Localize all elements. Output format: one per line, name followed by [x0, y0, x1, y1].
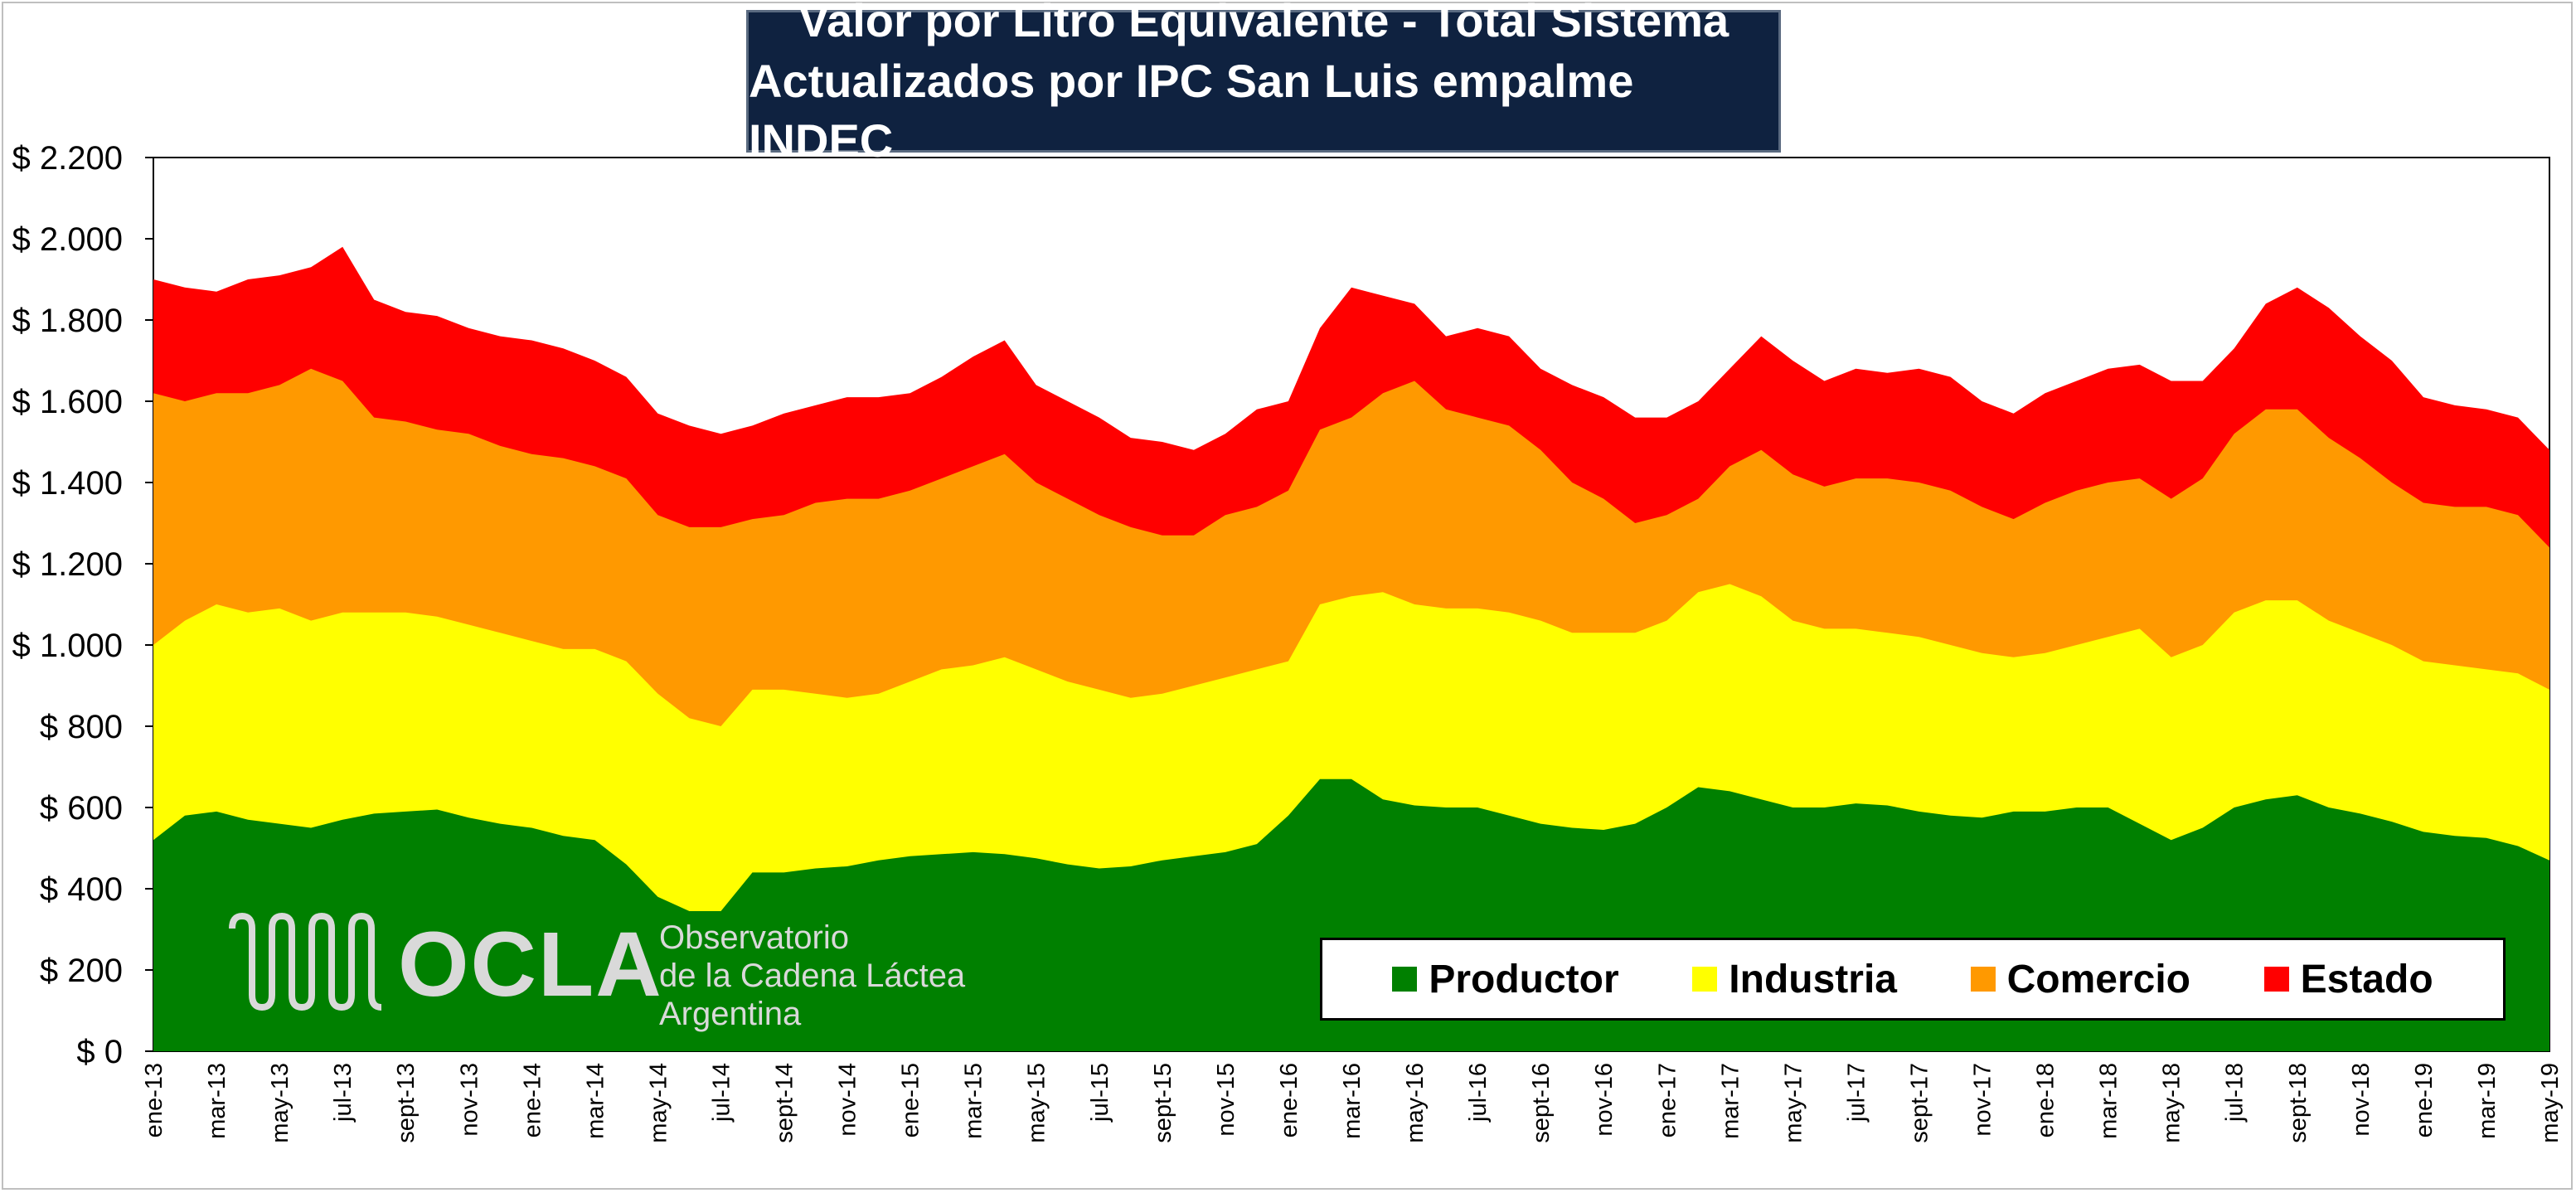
y-tick-label: $ 800	[40, 709, 123, 745]
x-tick-label: may-18	[2159, 1063, 2185, 1143]
x-tick-label: sept-18	[2285, 1063, 2312, 1143]
x-tick-label: ene-17	[1654, 1063, 1681, 1137]
x-tick-label: ene-13	[141, 1063, 167, 1137]
legend-swatch-industria	[1692, 967, 1718, 992]
legend-item-industria: Industria	[1692, 957, 1897, 1002]
x-tick-label: nov-13	[456, 1063, 483, 1137]
y-tick-label: $ 1.600	[12, 384, 123, 420]
y-tick-label: $ 2.000	[12, 221, 123, 258]
y-tick-label: $ 2.200	[12, 140, 123, 177]
legend-item-productor: Productor	[1392, 957, 1619, 1002]
x-tick-label: ene-15	[898, 1063, 924, 1137]
x-tick-label: ene-19	[2411, 1063, 2438, 1137]
x-tick-label: jul-18	[2222, 1063, 2249, 1123]
x-tick-label: sept-16	[1528, 1063, 1555, 1143]
y-tick-label: $ 1.200	[12, 546, 123, 583]
legend-swatch-productor	[1392, 967, 1418, 992]
x-tick-label: sept-17	[1906, 1063, 1933, 1143]
x-tick-label: ene-16	[1276, 1063, 1303, 1137]
legend-swatch-estado	[2263, 967, 2289, 992]
x-tick-label: ene-18	[2033, 1063, 2059, 1137]
y-tick-label: $ 400	[40, 871, 123, 908]
x-tick-label: mar-17	[1717, 1063, 1744, 1139]
legend-item-comercio: Comercio	[1970, 957, 2190, 1002]
x-tick-label: nov-15	[1213, 1063, 1239, 1137]
x-tick-label: sept-15	[1150, 1063, 1176, 1143]
x-tick-label: may-14	[645, 1063, 672, 1143]
x-tick-label: sept-14	[772, 1063, 798, 1143]
x-tick-label: jul-17	[1843, 1063, 1870, 1123]
ocla-logo-line3: Argentina	[659, 996, 802, 1032]
y-tick-label: $ 1.000	[12, 628, 123, 664]
x-tick-label: jul-13	[330, 1063, 357, 1123]
x-tick-label: nov-17	[1970, 1063, 1996, 1137]
ocla-logo-line1: Observatorio	[659, 919, 849, 956]
x-tick-label: sept-13	[393, 1063, 420, 1143]
y-axis-ticks: $ 0 $ 200 $ 400 $ 600 $ 800 $ 1.000 $ 1.200 $ 1…	[12, 140, 153, 1070]
x-tick-label: mar-15	[961, 1063, 987, 1139]
x-tick-label: jul-16	[1465, 1063, 1492, 1123]
chart-legend: Productor Industria Comercio Estado	[1320, 938, 2506, 1021]
ocla-logo-icon	[229, 912, 382, 1011]
series-areas	[153, 246, 2549, 1051]
legend-item-estado: Estado	[2263, 957, 2433, 1002]
x-tick-label: jul-15	[1087, 1063, 1113, 1123]
x-tick-label: mar-14	[582, 1063, 609, 1139]
x-tick-label: mar-18	[2096, 1063, 2122, 1139]
x-tick-label: may-15	[1024, 1063, 1050, 1143]
ocla-logo-name: OCLA	[398, 914, 663, 1016]
chart-subtitle: Actualizados por IPC San Luis empalme IN…	[749, 54, 1634, 167]
y-tick-label: $ 600	[40, 790, 123, 827]
chart-title-box: Valor por Litro Equivalente - Total Sist…	[746, 0, 1781, 167]
legend-label-productor: Productor	[1429, 957, 1619, 1001]
x-tick-label: may-16	[1402, 1063, 1429, 1143]
x-tick-label: nov-18	[2348, 1063, 2375, 1137]
ocla-logo-line2: de la Cadena Láctea	[659, 958, 966, 994]
chart-title: Valor por Litro Equivalente - Total Sist…	[798, 0, 1729, 46]
y-tick-label: $ 0	[76, 1034, 123, 1070]
x-tick-label: jul-14	[708, 1063, 735, 1123]
legend-label-estado: Estado	[2300, 957, 2433, 1001]
x-tick-label: mar-13	[204, 1063, 230, 1139]
x-tick-label: nov-16	[1591, 1063, 1618, 1137]
legend-label-comercio: Comercio	[2006, 957, 2190, 1001]
x-tick-label: may-19	[2537, 1063, 2564, 1143]
y-tick-label: $ 1.800	[12, 303, 123, 339]
x-tick-label: nov-14	[835, 1063, 861, 1137]
x-axis-ticks: ene-13 mar-13 may-13 jul-13 sept-13 nov-13 ene…	[141, 1063, 2564, 1143]
x-tick-label: mar-19	[2474, 1063, 2501, 1139]
x-tick-label: mar-16	[1339, 1063, 1366, 1139]
x-tick-label: may-17	[1780, 1063, 1807, 1143]
x-tick-label: may-13	[267, 1063, 293, 1143]
ocla-logo-subtitle: Observatorio de la Cadena Láctea Argenti…	[659, 919, 965, 1033]
y-tick-label: $ 1.400	[12, 465, 123, 502]
y-tick-label: $ 200	[40, 953, 123, 989]
x-tick-label: ene-14	[519, 1063, 546, 1137]
legend-label-industria: Industria	[1729, 957, 1897, 1001]
legend-swatch-comercio	[1970, 967, 1996, 992]
